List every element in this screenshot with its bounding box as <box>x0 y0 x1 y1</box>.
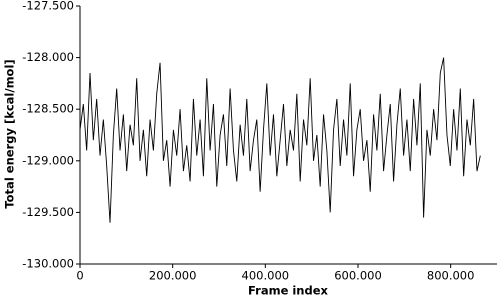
y-tick-label: -128.500 <box>22 102 74 116</box>
x-tick-label: 600.000 <box>334 269 382 283</box>
y-tick-label: -129.000 <box>22 153 74 167</box>
y-tick-label: -127.500 <box>22 0 74 13</box>
y-tick-label: -130.000 <box>22 257 74 271</box>
x-tick-label: 400.000 <box>242 269 290 283</box>
data-line <box>79 57 481 223</box>
y-axis-title: Total energy [kcal/mol] <box>3 59 17 208</box>
x-axis-title: Frame index <box>248 284 328 298</box>
x-tick-label: 0 <box>76 269 83 283</box>
y-tick-label: -129.500 <box>22 205 74 219</box>
y-tick-label: -128.000 <box>22 50 74 64</box>
x-tick-label: 200.000 <box>149 269 197 283</box>
x-tick-label: 800.000 <box>427 269 475 283</box>
